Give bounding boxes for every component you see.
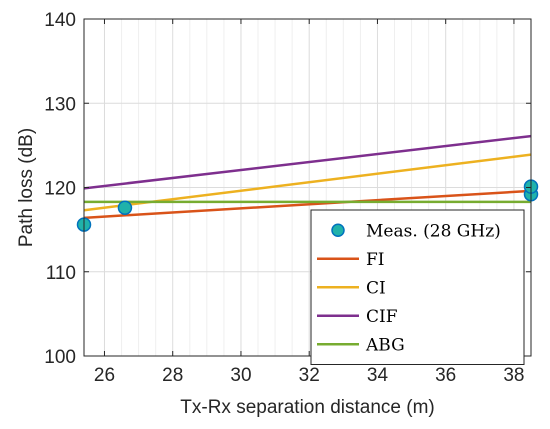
x-tick-label: 36 xyxy=(435,365,456,386)
x-tick-label: 28 xyxy=(162,365,183,386)
legend-entry-label: CIF xyxy=(366,307,398,327)
legend-entry-label: CI xyxy=(366,278,386,298)
x-tick-label: 32 xyxy=(299,365,320,386)
x-axis-label: Tx-Rx separation distance (m) xyxy=(180,397,434,418)
y-axis-label: Path loss (dB) xyxy=(16,128,37,247)
x-tick-label: 38 xyxy=(503,365,524,386)
legend: Meas. (28 GHz) FI CI CIF ABG xyxy=(310,209,525,365)
legend-marker xyxy=(331,223,345,237)
y-tick-label: 100 xyxy=(44,347,76,368)
x-tick-label: 30 xyxy=(230,365,251,386)
legend-entry-label: Meas. (28 GHz) xyxy=(366,221,501,241)
x-tick-label: 34 xyxy=(367,365,389,386)
ticks: 26 28 30 32 34 36 38 100 110 120 130 140 xyxy=(44,10,531,386)
series-line-cif xyxy=(84,134,531,190)
series-line-fi xyxy=(84,189,531,220)
measurement-point xyxy=(117,200,133,215)
y-tick-label: 130 xyxy=(44,94,76,115)
legend-entry-label: ABG xyxy=(365,335,405,355)
y-tick-label: 120 xyxy=(44,179,76,200)
model-lines xyxy=(84,134,531,220)
legend-entry-label: FI xyxy=(366,250,385,270)
y-tick-label: 140 xyxy=(44,10,76,31)
y-tick-label: 110 xyxy=(46,263,76,284)
x-tick-label: 26 xyxy=(94,365,115,386)
